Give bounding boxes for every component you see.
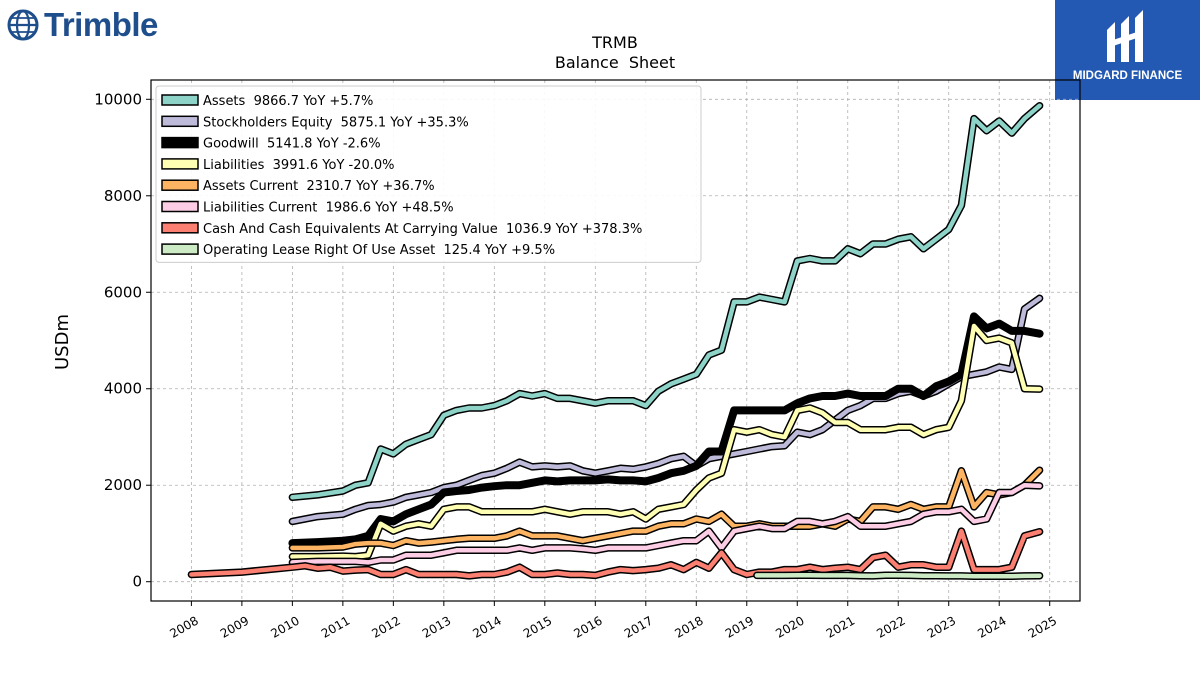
legend-label: Goodwill 5141.8 YoY -2.6%: [203, 137, 381, 152]
legend-swatch: [161, 222, 199, 234]
legend-label: Cash And Cash Equivalents At Carrying Va…: [203, 222, 642, 237]
y-axis-label: USDm: [52, 314, 73, 370]
legend-label: Liabilities Current 1986.6 YoY +48.5%: [203, 201, 454, 216]
x-tick-label: 2013: [420, 613, 453, 640]
series-line: [754, 572, 1042, 579]
y-tick-label: 0: [132, 573, 142, 591]
x-tick-label: 2012: [369, 613, 402, 640]
midgard-finance-logo: MIDGARD FINANCE: [1055, 0, 1200, 100]
legend: Assets 9866.7 YoY +5.7% Stockholders Equi…: [155, 85, 702, 263]
series-line: [290, 323, 1042, 559]
x-tick-label: 2023: [925, 613, 958, 640]
series-lines: [187, 101, 1044, 580]
chart-subtitle: Balance Sheet: [555, 53, 675, 72]
series-outline: [288, 294, 1044, 526]
trimble-wordmark: Trimble: [44, 6, 158, 43]
x-tick-label: 2025: [1026, 613, 1059, 640]
x-tick-label: 2009: [218, 613, 251, 640]
y-tick-label: 2000: [104, 476, 142, 494]
chart-title: TRMB: [591, 33, 638, 52]
legend-swatch: [161, 94, 199, 106]
x-tick-label: 2017: [622, 613, 655, 640]
x-tick-label: 2011: [319, 613, 352, 640]
series-line: [189, 528, 1042, 579]
series-line: [290, 103, 1042, 500]
y-tick-label: 8000: [104, 187, 142, 205]
x-tick-label: 2024: [975, 613, 1008, 640]
x-tick-label: 2008: [167, 613, 200, 640]
midgard-finance-text: MIDGARD FINANCE: [1072, 70, 1183, 82]
x-tick-label: 2016: [571, 613, 604, 640]
series-line: [290, 482, 1042, 565]
x-tick-label: 2019: [723, 613, 756, 640]
x-tick-label: 2022: [874, 613, 907, 640]
legend-label: Assets 9866.7 YoY +5.7%: [203, 94, 373, 109]
legend-label: Stockholders Equity 5875.1 YoY +35.3%: [203, 115, 469, 130]
x-tick-label: 2018: [672, 613, 705, 640]
legend-box: [155, 85, 702, 263]
plot-frame: [150, 79, 1081, 602]
legend-swatch: [161, 115, 199, 128]
x-tick-label: 2020: [773, 613, 806, 640]
legend-swatch: [161, 158, 199, 170]
legend-label: Liabilities 3991.6 YoY -20.0%: [203, 158, 395, 173]
series-line: [290, 467, 1042, 551]
series-line: [290, 296, 1042, 524]
x-tick-label: 2015: [521, 613, 554, 640]
y-tick-label: 10000: [94, 90, 142, 108]
x-tick-label: 2014: [470, 613, 503, 640]
legend-swatch: [161, 136, 199, 149]
legend-swatch: [161, 179, 199, 191]
midgard-emblem-icon: [1107, 10, 1143, 62]
x-tick-label: 2010: [268, 613, 301, 640]
legend-swatch: [161, 243, 199, 255]
globe-icon: [7, 9, 39, 41]
trimble-logo: Trimble: [6, 6, 158, 44]
legend-label: Operating Lease Right Of Use Asset 125.4…: [203, 243, 555, 258]
y-tick-label: 6000: [104, 283, 142, 301]
x-tick-label: 2021: [824, 613, 857, 640]
legend-swatch: [161, 200, 199, 213]
series-line: [288, 312, 1044, 548]
legend-label: Assets Current 2310.7 YoY +36.7%: [203, 179, 435, 194]
y-tick-label: 4000: [104, 380, 142, 398]
